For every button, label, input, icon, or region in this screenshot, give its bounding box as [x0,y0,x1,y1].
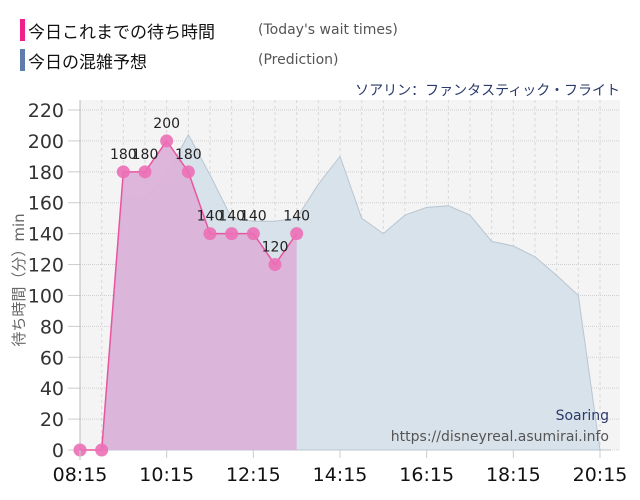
watermark-name: Soaring [556,408,609,424]
data-point[interactable] [246,227,260,241]
data-label: 180 [110,147,137,163]
data-label: 140 [240,209,267,225]
y-tick-label: 20 [40,409,64,431]
data-point[interactable] [138,165,152,179]
data-point[interactable] [95,443,109,457]
y-tick-label: 40 [40,378,64,400]
legend-actual-label: 今日これまでの待ち時間 [28,22,215,43]
data-point[interactable] [160,134,174,148]
data-label: 180 [132,147,159,163]
x-tick-label: 12:15 [226,464,281,486]
data-label: 180 [175,147,202,163]
y-tick-label: 160 [28,193,64,215]
data-label: 200 [153,116,180,132]
y-tick-label: 200 [28,131,64,153]
data-point[interactable] [181,165,195,179]
actual-area [80,140,297,450]
legend-actual[interactable]: 今日これまでの待ち時間 (Today's wait times) [20,18,398,43]
data-point[interactable] [203,227,217,241]
y-tick-label: 0 [52,440,64,462]
legend-prediction[interactable]: 今日の混雑予想 (Prediction) [20,48,339,73]
x-tick-label: 20:15 [573,464,628,486]
y-tick-label: 120 [28,255,64,277]
y-tick-label: 100 [28,285,64,307]
data-point[interactable] [268,258,282,272]
legend-actual-sub: (Today's wait times) [258,22,398,38]
x-tick-label: 16:15 [399,464,454,486]
legend-actual-swatch [20,19,25,41]
legend-prediction-sub: (Prediction) [258,52,339,68]
data-label: 140 [283,209,310,225]
x-tick-label: 18:15 [486,464,541,486]
y-tick-label: 80 [40,316,64,338]
data-label: 140 [197,209,224,225]
data-point[interactable] [116,165,130,179]
data-label: 120 [262,240,289,256]
legend-prediction-label: 今日の混雑予想 [28,52,147,73]
y-tick-label: 60 [40,347,64,369]
data-label: 140 [218,209,245,225]
y-tick-label: 220 [28,100,64,122]
data-point[interactable] [225,227,239,241]
y-tick-label: 140 [28,224,64,246]
legend-prediction-swatch [20,49,25,71]
x-tick-label: 08:15 [53,464,108,486]
watermark-url: https://disneyreal.asumirai.info [391,429,609,445]
data-point[interactable] [290,227,304,241]
y-axis-label: 待ち時間（分）min [10,213,28,346]
y-tick-label: 180 [28,162,64,184]
x-tick-label: 14:15 [313,464,368,486]
x-tick-label: 10:15 [139,464,194,486]
attraction-title: ソアリン：ファンタスティック・フライト [355,83,620,99]
